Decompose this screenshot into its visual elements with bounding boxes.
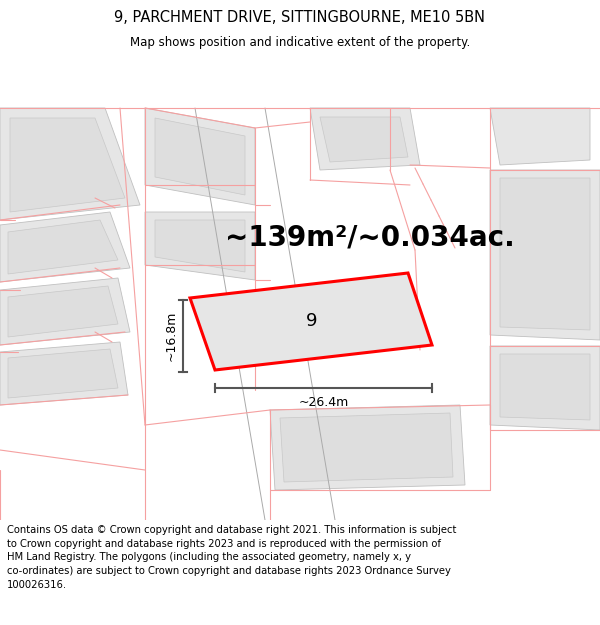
Polygon shape [490, 346, 600, 430]
Polygon shape [0, 278, 130, 345]
Polygon shape [490, 170, 600, 340]
Polygon shape [8, 349, 118, 398]
Polygon shape [500, 178, 590, 330]
Polygon shape [320, 117, 408, 162]
Text: 9: 9 [305, 312, 317, 331]
Polygon shape [270, 405, 465, 490]
Polygon shape [280, 413, 453, 482]
Text: 9, PARCHMENT DRIVE, SITTINGBOURNE, ME10 5BN: 9, PARCHMENT DRIVE, SITTINGBOURNE, ME10 … [115, 10, 485, 25]
Text: Map shows position and indicative extent of the property.: Map shows position and indicative extent… [130, 36, 470, 49]
Polygon shape [8, 220, 118, 274]
Polygon shape [190, 273, 432, 370]
Text: ~26.4m: ~26.4m [298, 396, 349, 409]
Polygon shape [145, 212, 255, 280]
Polygon shape [0, 212, 130, 282]
Polygon shape [0, 108, 140, 220]
Polygon shape [155, 220, 245, 272]
Polygon shape [310, 108, 420, 170]
Polygon shape [10, 118, 125, 212]
Polygon shape [0, 342, 128, 405]
Polygon shape [8, 286, 118, 337]
Text: ~16.8m: ~16.8m [164, 311, 178, 361]
Text: ~139m²/~0.034ac.: ~139m²/~0.034ac. [225, 224, 515, 252]
Polygon shape [145, 108, 255, 205]
Text: Contains OS data © Crown copyright and database right 2021. This information is : Contains OS data © Crown copyright and d… [7, 525, 457, 589]
Polygon shape [490, 108, 590, 165]
Polygon shape [500, 354, 590, 420]
Polygon shape [155, 118, 245, 195]
